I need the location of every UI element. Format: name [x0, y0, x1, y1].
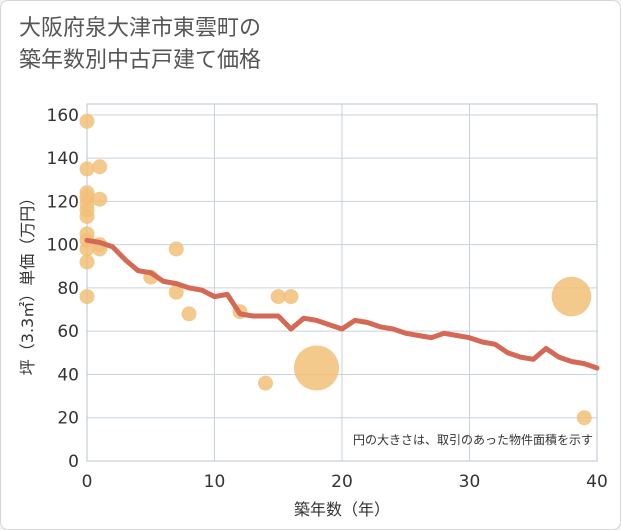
y-tick-label: 80 [57, 279, 79, 299]
data-bubble [181, 306, 197, 322]
x-tick-label: 0 [82, 472, 93, 492]
chart-title-line-1: 大阪府泉大津市東雲町の [19, 16, 262, 41]
tick-labels: 0 20 40 60 80 100 120 140 160 0 10 20 30 40 [47, 106, 608, 492]
y-tick-label: 20 [57, 409, 79, 429]
data-bubble [79, 254, 95, 270]
x-axis-title: 築年数（年） [294, 500, 390, 519]
y-tick-label: 140 [47, 149, 79, 169]
x-tick-label: 40 [586, 472, 608, 492]
data-bubble [79, 209, 95, 225]
x-tick-label: 20 [331, 472, 353, 492]
data-bubble [258, 375, 273, 391]
data-bubble [79, 113, 95, 129]
data-bubble [92, 159, 108, 175]
trend-line [84, 237, 600, 371]
data-bubble [79, 161, 95, 177]
y-axis-title: 坪（3.3㎡）単価（万円） [18, 190, 37, 375]
y-tick-label: 60 [57, 322, 79, 342]
plot-area-border [86, 103, 598, 462]
data-bubble [79, 289, 95, 305]
y-tick-label: 40 [57, 365, 79, 385]
data-bubble [270, 289, 286, 305]
data-bubble [294, 345, 339, 391]
data-bubble [551, 276, 592, 317]
y-tick-label: 120 [47, 192, 79, 212]
data-bubble [168, 241, 184, 257]
data-bubble [92, 191, 108, 207]
chart-note: 円の大きさは、取引のあった物件面積を示す [353, 432, 593, 447]
bubble-series [79, 113, 592, 426]
y-tick-label: 160 [47, 106, 79, 126]
chart-title: 大阪府泉大津市東雲町の 築年数別中古戸建て価格 [19, 13, 261, 77]
data-bubble [79, 241, 95, 257]
x-tick-label: 30 [459, 472, 481, 492]
y-tick-label: 0 [68, 452, 79, 472]
y-tick-label: 100 [47, 236, 79, 256]
data-bubble [576, 410, 592, 426]
data-bubble [168, 284, 184, 300]
x-tick-label: 10 [204, 472, 226, 492]
chart-title-line-2: 築年数別中古戸建て価格 [19, 48, 262, 73]
data-bubble [283, 289, 299, 305]
